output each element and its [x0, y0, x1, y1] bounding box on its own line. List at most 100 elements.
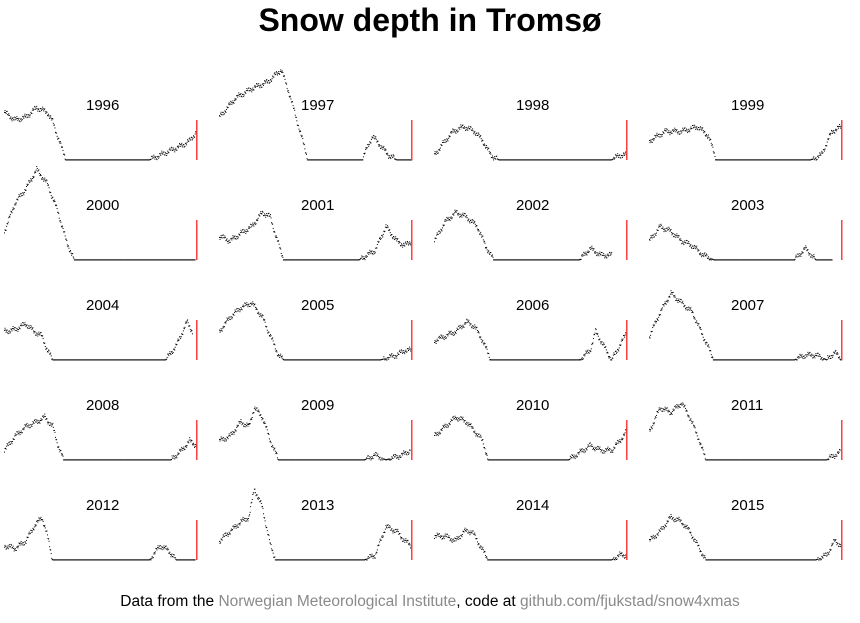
data-point [59, 359, 61, 361]
data-point [326, 259, 328, 261]
data-point [353, 259, 355, 261]
data-point [403, 350, 405, 352]
data-point [309, 459, 311, 461]
data-point [79, 359, 81, 361]
data-point [790, 159, 792, 161]
data-point [109, 359, 111, 361]
data-point [728, 159, 730, 161]
data-point [160, 152, 162, 154]
data-point [190, 329, 192, 331]
data-point [724, 159, 726, 161]
data-point [357, 459, 359, 461]
data-point [135, 459, 137, 461]
data-point [166, 358, 168, 360]
data-point [122, 459, 124, 461]
data-point [145, 259, 147, 261]
data-point [398, 353, 400, 355]
data-point [322, 459, 324, 461]
data-point [598, 339, 600, 341]
data-point [512, 159, 514, 161]
data-point [172, 259, 174, 261]
data-point [251, 91, 253, 93]
data-point [781, 259, 783, 261]
data-point [293, 359, 295, 361]
data-point [742, 159, 744, 161]
data-point [12, 207, 14, 209]
data-point [94, 459, 96, 461]
data-point [503, 259, 505, 261]
data-point [84, 159, 86, 161]
data-point [670, 228, 672, 230]
data-point [711, 357, 713, 358]
data-point [60, 453, 62, 455]
data-point [276, 74, 278, 76]
data-point [520, 359, 522, 361]
data-point [19, 121, 21, 123]
data-point [776, 159, 778, 161]
data-point [227, 107, 229, 109]
data-point [658, 133, 660, 135]
data-point [610, 159, 612, 161]
data-point [376, 247, 378, 249]
data-point [779, 259, 781, 261]
data-point [294, 359, 296, 361]
data-point [544, 259, 546, 261]
data-point [589, 246, 591, 248]
data-point [568, 159, 570, 161]
data-point [499, 359, 501, 361]
data-point [776, 259, 778, 261]
data-point [712, 359, 714, 361]
data-point [702, 253, 704, 255]
data-point [671, 132, 673, 134]
data-point [582, 358, 584, 360]
data-point [242, 306, 244, 308]
data-point [674, 296, 676, 298]
data-point [82, 159, 84, 161]
data-point [337, 159, 339, 161]
data-point [110, 259, 112, 261]
data-point [226, 106, 228, 108]
data-point [38, 331, 40, 333]
data-point [461, 216, 463, 218]
data-point [448, 135, 450, 137]
data-point [223, 440, 225, 442]
data-point [89, 359, 91, 361]
data-point [174, 151, 176, 153]
data-point [131, 159, 133, 161]
data-point [772, 159, 774, 161]
data-point [272, 76, 274, 78]
data-point [307, 359, 309, 361]
data-point [125, 259, 127, 261]
data-point [23, 191, 25, 193]
data-point [764, 359, 766, 361]
data-point [493, 159, 495, 161]
data-point [365, 148, 367, 150]
data-point [81, 459, 83, 461]
data-point [61, 359, 63, 361]
data-point [614, 154, 616, 156]
data-point [22, 192, 24, 194]
data-point [292, 359, 294, 361]
data-point [155, 459, 157, 461]
data-point [323, 359, 325, 361]
data-point [108, 159, 110, 161]
data-point [715, 359, 717, 361]
data-point [611, 251, 613, 253]
data-point [183, 446, 185, 448]
data-point [688, 128, 690, 130]
data-point [838, 357, 840, 359]
data-point [126, 159, 128, 161]
data-point [97, 259, 99, 261]
data-point [660, 223, 662, 225]
data-point [190, 136, 192, 138]
data-point [140, 459, 142, 461]
data-point [723, 159, 725, 161]
data-point [740, 159, 742, 161]
data-point [271, 445, 273, 447]
data-point [410, 159, 412, 161]
data-point [282, 72, 284, 74]
data-point [706, 254, 708, 256]
year-label: 2005 [301, 297, 334, 314]
data-point [562, 359, 564, 361]
data-point [527, 159, 529, 161]
